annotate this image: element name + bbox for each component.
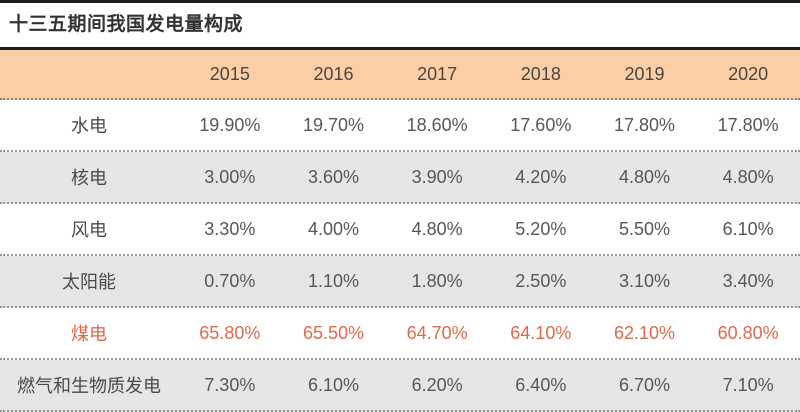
row-label: 燃气和生物质发电 (17, 376, 161, 396)
table-cell: 17.80% (717, 114, 779, 135)
year-header-2019: 2019 (624, 63, 665, 84)
table-cell: 17.80% (613, 114, 676, 135)
table-cell: 6.10% (722, 218, 774, 239)
year-header-2015: 2015 (209, 63, 250, 84)
table-cell: 4.80% (722, 166, 774, 187)
table-cell: 3.30% (204, 218, 256, 239)
table-cell: 64.70% (406, 322, 468, 343)
table-cell: 65.80% (199, 322, 261, 343)
table-row-wind: 风电 3.30% 4.00% 4.80% 5.20% 5.50% 6.10% (0, 204, 800, 256)
year-header-2016: 2016 (313, 63, 354, 84)
table-cell: 17.60% (510, 114, 572, 135)
table-cell: 3.00% (204, 166, 256, 187)
table-cell: 60.80% (717, 322, 779, 343)
table-cell: 19.70% (302, 114, 365, 135)
table-cell: 7.30% (204, 374, 256, 395)
table-row-gas-biomass: 燃气和生物质发电 7.30% 6.10% 6.20% 6.40% 6.70% 7… (0, 360, 800, 412)
top-rule (0, 0, 800, 3)
table-cell: 6.10% (307, 374, 360, 395)
year-header-2018: 2018 (520, 63, 561, 84)
table-cell: 1.80% (411, 270, 463, 291)
table-cell: 18.60% (406, 114, 468, 135)
table-cell: 4.80% (618, 166, 671, 187)
table-cell: 5.50% (618, 218, 671, 239)
table-row-hydro: 水电 19.90% 19.70% 18.60% 17.60% 17.80% 17… (0, 100, 800, 152)
row-label: 煤电 (71, 324, 107, 344)
table-cell: 4.00% (307, 218, 360, 239)
table-cell: 64.10% (510, 322, 572, 343)
table-cell: 19.90% (199, 114, 261, 135)
table-row-nuclear: 核电 3.00% 3.60% 3.90% 4.20% 4.80% 4.80% (0, 152, 800, 204)
table-cell: 3.90% (411, 166, 463, 187)
table-cell: 3.60% (307, 166, 360, 187)
table-cell: 62.10% (613, 322, 676, 343)
row-label: 水电 (71, 116, 107, 136)
table-cell: 4.80% (411, 218, 463, 239)
table-row-coal: 煤电 65.80% 65.50% 64.70% 64.10% 62.10% 60… (0, 308, 800, 360)
table-cell: 6.20% (411, 374, 463, 395)
row-label: 核电 (71, 168, 107, 188)
table-cell: 6.70% (618, 374, 671, 395)
row-label: 风电 (71, 220, 107, 240)
power-generation-table: 2015 2016 2017 2018 2019 2020 水电 19.90% … (0, 50, 800, 412)
table-cell: 7.10% (722, 374, 774, 395)
title-divider-rule (0, 47, 800, 50)
page-title: 十三五期间我国发电量构成 (9, 14, 244, 35)
table-cell: 0.70% (204, 270, 256, 291)
year-header-2017: 2017 (417, 63, 458, 84)
table-cell: 6.40% (515, 374, 567, 395)
table-cell: 1.10% (307, 270, 360, 291)
table-cell: 5.20% (515, 218, 567, 239)
table-row-solar: 太阳能 0.70% 1.10% 1.80% 2.50% 3.10% 3.40% (0, 256, 800, 308)
year-header-2020: 2020 (728, 63, 769, 84)
table-cell: 3.40% (722, 270, 774, 291)
table-cell: 3.10% (618, 270, 671, 291)
table-cell: 2.50% (515, 270, 567, 291)
table-header-row: 2015 2016 2017 2018 2019 2020 (0, 50, 800, 100)
table-cell: 4.20% (515, 166, 567, 187)
row-label: 太阳能 (62, 272, 116, 292)
table-cell: 65.50% (302, 322, 365, 343)
